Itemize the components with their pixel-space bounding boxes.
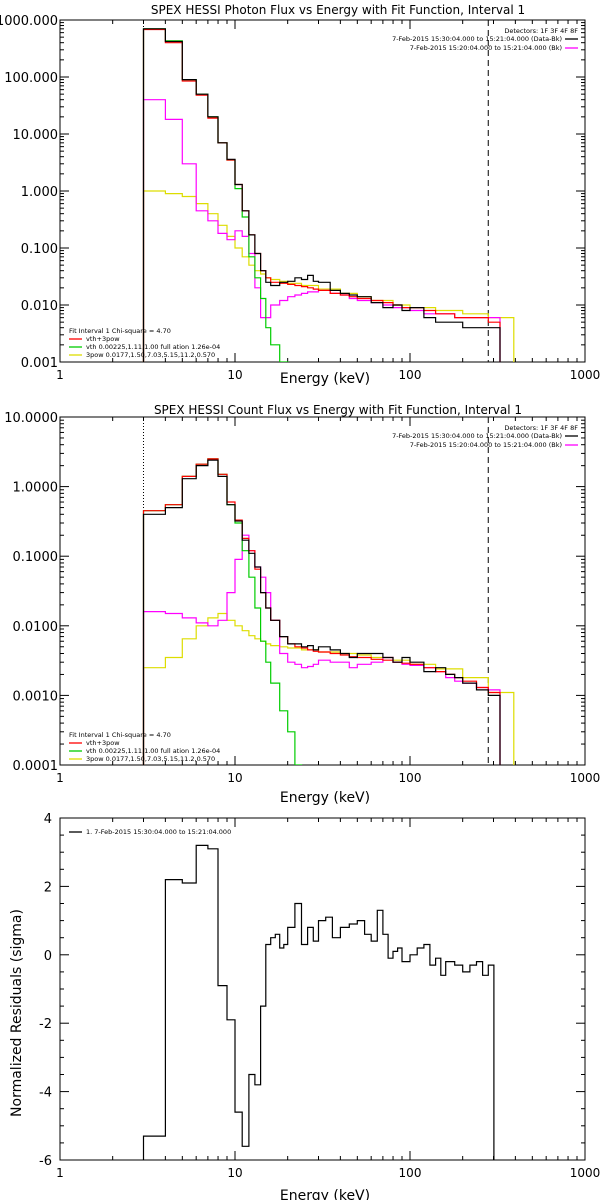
legend-detectors: Detectors: 1F 3F 4F 8F bbox=[504, 27, 578, 35]
legend-fit-interval: Fit Interval 1 Chi-square = 4.70 bbox=[69, 327, 171, 335]
y-tick-label: -2 bbox=[39, 1017, 52, 1032]
legend-detectors: Detectors: 1F 3F 4F 8F bbox=[504, 424, 578, 432]
series-residual bbox=[142, 844, 495, 1160]
x-axis-label: Energy (keV) bbox=[280, 1188, 370, 1200]
y-tick-label: 4 bbox=[44, 812, 52, 827]
series-data-minus-background bbox=[142, 28, 501, 362]
y-tick-label: 0.1000 bbox=[13, 550, 59, 565]
legend-entry-residual: 1. 7-Feb-2015 15:30:04.000 to 15:21:04.0… bbox=[86, 828, 231, 836]
residuals-panel: Energy (keV) Normalized Residuals (sigma… bbox=[9, 812, 600, 1204]
series-thermal-component bbox=[142, 28, 289, 362]
legend-top-right: Detectors: 1F 3F 4F 8F 7-Feb-2015 15:30:… bbox=[392, 424, 578, 449]
legend-entry-thermal: vth 0.00225,1.11,1.00 full ation 1.26e-0… bbox=[86, 343, 220, 351]
y-tick-label: 100.000 bbox=[4, 71, 58, 86]
legend-top-left: 1. 7-Feb-2015 15:30:04.000 to 15:21:04.0… bbox=[69, 828, 231, 836]
x-tick-label: 100 bbox=[399, 368, 422, 382]
plot-frame bbox=[59, 19, 586, 363]
x-tick-label: 1 bbox=[56, 1166, 64, 1180]
legend-bottom-left: Fit Interval 1 Chi-square = 4.70 vth+3po… bbox=[69, 731, 220, 763]
plot-frame bbox=[59, 416, 586, 766]
y-tick-label: 0.010 bbox=[21, 299, 58, 314]
legend-entry-power-law: 3pow 0.0177,1.50,7.03,5.15,11.2,0.570 bbox=[86, 351, 215, 359]
legend-entry-power-law: 3pow 0.0177,1.50,7.03,5.15,11.2,0.570 bbox=[86, 755, 215, 763]
legend-entry-model: vth+3pow bbox=[86, 335, 120, 343]
plot-frame bbox=[59, 817, 586, 1161]
series-power-law-component bbox=[142, 190, 515, 362]
y-tick-label: 1.000 bbox=[21, 185, 58, 200]
photon-flux-panel: SPEX HESSI Photon Flux vs Energy with Fi… bbox=[0, 3, 600, 387]
x-tick-label: 10 bbox=[227, 771, 242, 785]
x-tick-label: 10 bbox=[227, 1166, 242, 1180]
y-tick-label: 10.000 bbox=[13, 128, 59, 143]
x-tick-label: 1000 bbox=[570, 771, 600, 785]
y-tick-label: 0.0100 bbox=[13, 620, 59, 635]
x-tick-label: 10 bbox=[227, 368, 242, 382]
x-axis-label: Energy (keV) bbox=[280, 790, 370, 806]
x-tick-label: 1 bbox=[56, 368, 64, 382]
legend-entry-thermal: vth 0.00225,1.11,1.00 full ation 1.26e-0… bbox=[86, 747, 220, 755]
count-flux-panel: SPEX HESSI Count Flux vs Energy with Fit… bbox=[4, 403, 600, 806]
legend-top-right: Detectors: 1F 3F 4F 8F 7-Feb-2015 15:30:… bbox=[392, 27, 578, 52]
y-tick-label: 0.0010 bbox=[13, 689, 59, 704]
x-tick-label: 1 bbox=[56, 771, 64, 785]
x-tick-label: 100 bbox=[399, 771, 422, 785]
y-tick-label: -6 bbox=[39, 1154, 52, 1169]
y-tick-label: 0.0001 bbox=[13, 759, 59, 774]
legend-entry-model: vth+3pow bbox=[86, 739, 120, 747]
y-tick-label: 10.0000 bbox=[4, 411, 58, 426]
legend-bottom-left: Fit Interval 1 Chi-square = 4.70 vth+3po… bbox=[69, 327, 220, 359]
series-model-sum bbox=[142, 28, 501, 362]
series-data-minus-background bbox=[142, 459, 501, 765]
x-tick-label: 100 bbox=[399, 1166, 422, 1180]
series-power-law-component bbox=[142, 612, 515, 765]
legend-fit-interval: Fit Interval 1 Chi-square = 4.70 bbox=[69, 731, 171, 739]
series-background bbox=[142, 534, 501, 765]
y-tick-label: -4 bbox=[39, 1086, 52, 1101]
y-tick-label: 0 bbox=[44, 949, 52, 964]
y-tick-label: 2 bbox=[44, 880, 52, 895]
y-tick-label: 0.001 bbox=[21, 356, 58, 371]
x-tick-label: 1000 bbox=[570, 368, 600, 382]
chart-title: SPEX HESSI Count Flux vs Energy with Fit… bbox=[154, 403, 522, 417]
x-axis-label: Energy (keV) bbox=[280, 371, 370, 387]
y-axis-label: Normalized Residuals (sigma) bbox=[9, 909, 25, 1117]
legend-entry-background: 7-Feb-2015 15:20:04.000 to 15:21:04.000 … bbox=[410, 44, 562, 52]
chart-title: SPEX HESSI Photon Flux vs Energy with Fi… bbox=[151, 3, 525, 17]
y-tick-label: 1000.000 bbox=[0, 14, 58, 29]
series-model-sum bbox=[142, 458, 501, 765]
y-tick-label: 0.100 bbox=[21, 242, 58, 257]
legend-entry-background: 7-Feb-2015 15:20:04.000 to 15:21:04.000 … bbox=[410, 441, 562, 449]
y-tick-label: 1.0000 bbox=[13, 481, 59, 496]
x-tick-label: 1000 bbox=[570, 1166, 600, 1180]
legend-entry-data: 7-Feb-2015 15:30:04.000 to 15:21:04.000 … bbox=[392, 432, 562, 440]
legend-entry-data: 7-Feb-2015 15:30:04.000 to 15:21:04.000 … bbox=[392, 35, 562, 43]
